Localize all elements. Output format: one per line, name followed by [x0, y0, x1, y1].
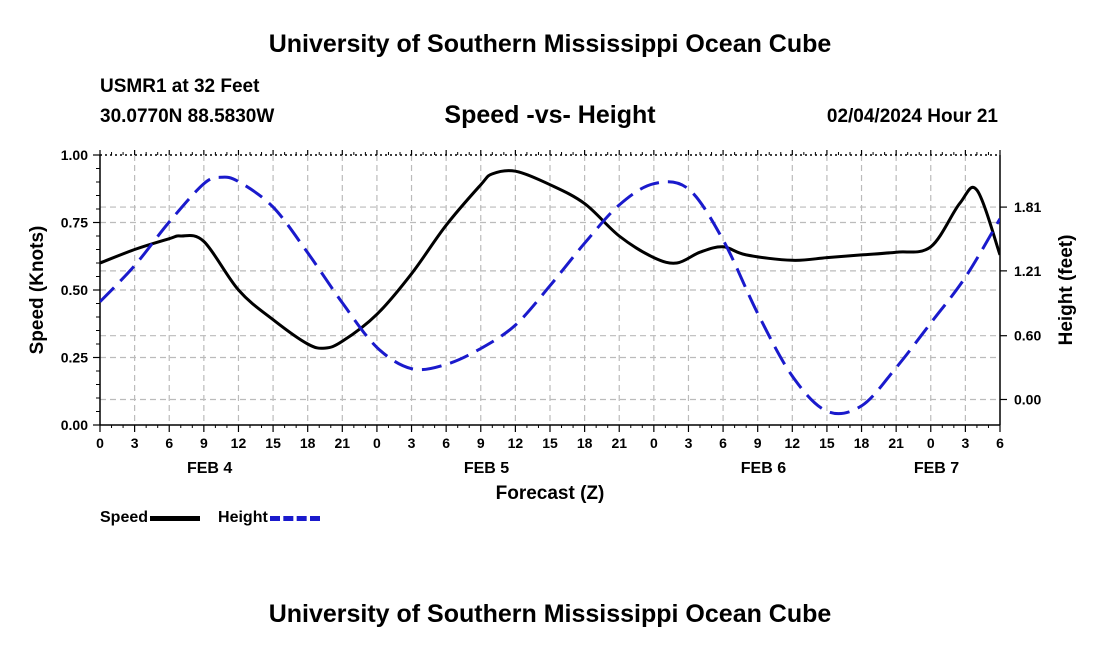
x-tick-label: 21	[335, 435, 351, 451]
page-title: University of Southern Mississippi Ocean…	[268, 30, 832, 58]
x-day-label: FEB 4	[187, 460, 232, 477]
x-tick-label: 0	[373, 435, 381, 451]
y-tick-label: 0.25	[61, 350, 88, 366]
legend-speed-label: Speed	[100, 509, 149, 526]
x-tick-label: 12	[785, 435, 801, 451]
speed-series-line	[100, 169, 1000, 350]
footer-title: University of Southern Mississippi Ocean…	[268, 600, 832, 628]
station-name: USMR1 at 32 Feet	[100, 76, 260, 97]
x-tick-label: 15	[265, 435, 281, 451]
station-coordinates: 30.0770N 88.5830W	[100, 106, 275, 127]
x-axis-title: Forecast (Z)	[496, 483, 605, 504]
x-tick-label: 18	[577, 435, 593, 451]
y-tick-label: 0.50	[61, 282, 88, 298]
x-tick-label: 0	[650, 435, 658, 451]
y-axis-title: Speed (Knots)	[27, 226, 48, 355]
y2-tick-label: 1.21	[1014, 263, 1041, 279]
x-tick-label: 15	[542, 435, 558, 451]
x-day-label: FEB 5	[464, 460, 509, 477]
x-tick-label: 3	[408, 435, 416, 451]
y2-tick-label: 0.60	[1014, 328, 1041, 344]
y-tick-label: 0.00	[61, 417, 88, 433]
x-day-label: FEB 6	[741, 460, 786, 477]
legend-height-swatch	[269, 515, 320, 521]
x-tick-label: 6	[719, 435, 727, 451]
x-tick-label: 6	[165, 435, 173, 451]
y-tick-label: 1.00	[61, 147, 88, 163]
y2-tick-label: 0.00	[1014, 391, 1041, 407]
x-tick-label: 3	[685, 435, 693, 451]
x-tick-label: 9	[754, 435, 762, 451]
x-tick-label: 9	[200, 435, 208, 451]
x-tick-label: 12	[231, 435, 247, 451]
x-tick-label: 0	[927, 435, 935, 451]
chart-legend: Speed Height	[100, 509, 338, 527]
height-series-line	[100, 175, 1000, 416]
forecast-datetime: 02/04/2024 Hour 21	[826, 106, 998, 127]
y-tick-label: 0.75	[61, 215, 88, 231]
x-day-label: FEB 7	[914, 460, 959, 477]
x-tick-label: 18	[300, 435, 316, 451]
x-tick-label: 15	[819, 435, 835, 451]
x-tick-label: 6	[442, 435, 450, 451]
chart-title: Speed -vs- Height	[444, 101, 656, 129]
x-tick-label: 3	[131, 435, 139, 451]
y2-tick-label: 1.81	[1014, 199, 1041, 215]
x-tick-label: 6	[996, 435, 1004, 451]
x-tick-label: 12	[508, 435, 524, 451]
x-tick-label: 18	[854, 435, 870, 451]
x-tick-label: 21	[611, 435, 627, 451]
y2-axis-title: Height (feet)	[1056, 235, 1077, 346]
legend-speed-swatch	[150, 515, 201, 521]
x-tick-label: 3	[961, 435, 969, 451]
legend-height-label: Height	[218, 509, 268, 526]
x-tick-label: 0	[96, 435, 104, 451]
x-tick-label: 21	[888, 435, 904, 451]
x-tick-label: 9	[477, 435, 485, 451]
